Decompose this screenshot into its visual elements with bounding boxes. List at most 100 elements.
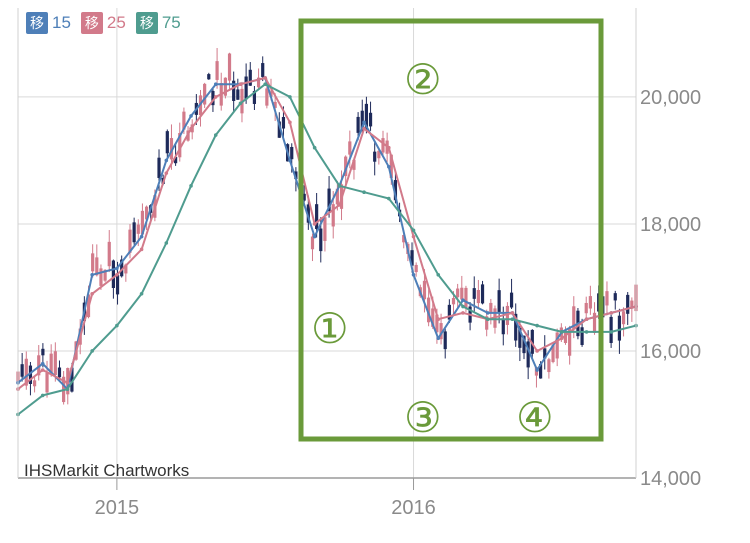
data-point-ma75 — [65, 387, 70, 391]
data-point-ma15 — [115, 266, 119, 271]
candle-body — [49, 353, 53, 373]
candle-body — [182, 111, 186, 130]
data-point-ma15 — [411, 272, 416, 277]
legend-value: 25 — [106, 13, 126, 32]
candle-body — [335, 188, 339, 205]
candle-body — [252, 91, 257, 104]
data-point-ma75 — [337, 184, 342, 188]
candle-body — [522, 335, 526, 354]
candle-body — [539, 363, 543, 379]
candle-body — [157, 157, 161, 178]
series-line-ma15 — [17, 76, 637, 391]
legend-value: 15 — [52, 13, 71, 32]
candle-body — [588, 296, 592, 309]
y-tick-label: 14,000 — [640, 468, 701, 490]
annotation-3: ③ — [404, 393, 442, 442]
data-point-ma25 — [115, 272, 119, 277]
candle-body — [223, 77, 227, 96]
data-point-ma75 — [485, 317, 490, 322]
candle-body — [509, 292, 514, 308]
candle-body — [526, 341, 530, 368]
x-tick-label: 2015 — [95, 497, 140, 519]
annotation-1: ① — [311, 304, 349, 353]
candle-body — [103, 269, 107, 281]
data-point-ma75 — [213, 133, 218, 137]
candle-body — [124, 264, 128, 274]
data-point-ma15 — [40, 361, 45, 366]
candle-body — [568, 327, 572, 356]
data-point-ma15 — [288, 158, 292, 163]
candle-body — [373, 151, 377, 162]
data-point-ma15 — [436, 336, 441, 341]
candle-body — [111, 260, 115, 288]
data-point-ma75 — [139, 292, 144, 296]
candle-body — [20, 364, 24, 377]
data-point-ma15 — [362, 120, 366, 125]
legend-item-ma25[interactable]: 移 25 — [80, 12, 126, 34]
candle-body — [207, 74, 211, 80]
candle-body — [128, 229, 132, 253]
candle-body — [99, 268, 103, 286]
candle-body — [294, 171, 298, 180]
candle-body — [248, 69, 252, 86]
candle-body — [315, 204, 319, 230]
watermark: IHSMarkit Chartworks — [24, 461, 190, 480]
legend-item-ma15[interactable]: 移 15 — [26, 12, 71, 34]
candle-body — [435, 314, 439, 333]
candle-body — [497, 290, 501, 312]
candle-body — [273, 101, 277, 108]
candle-body — [352, 159, 356, 170]
candle-body — [547, 359, 551, 373]
candle-body — [443, 331, 447, 350]
series-line-ma75 — [17, 83, 637, 416]
candle-body — [551, 345, 555, 363]
candle-body — [505, 305, 510, 325]
data-point-ma15 — [189, 114, 193, 118]
candle-body — [485, 316, 489, 330]
data-point-ma25 — [164, 171, 169, 175]
candle-body — [456, 288, 460, 298]
legend-item-ma75[interactable]: 移 75 — [135, 12, 181, 34]
candle-body — [41, 348, 45, 356]
candle-body — [323, 217, 327, 241]
data-point-ma15 — [485, 311, 490, 315]
data-point-ma15 — [164, 158, 169, 163]
data-point-ma25 — [238, 82, 243, 87]
candle-body — [414, 264, 418, 273]
data-point-ma75 — [40, 393, 45, 398]
data-point-ma15 — [461, 298, 465, 302]
data-point-ma25 — [139, 247, 144, 252]
candle-body — [605, 291, 609, 306]
candle-body — [617, 315, 622, 341]
highlight-frame — [298, 18, 604, 442]
data-point-ma25 — [535, 349, 539, 353]
candle-body — [227, 53, 232, 81]
data-point-ma15 — [213, 82, 218, 87]
data-point-ma15 — [139, 234, 144, 239]
legend-badge: 移 — [135, 12, 158, 34]
x-tick-label: 2016 — [391, 497, 436, 519]
data-point-ma25 — [337, 203, 342, 207]
candle-body — [306, 204, 310, 223]
legend: 移 15 移 25 移 75 — [26, 12, 181, 34]
candle-body — [70, 367, 74, 392]
candle-body — [256, 77, 261, 88]
data-point-ma25 — [65, 380, 70, 385]
candle-body — [489, 302, 493, 314]
candle-body — [348, 141, 352, 155]
candle-body — [203, 83, 207, 105]
data-point-ma15 — [535, 368, 539, 372]
candle-body — [302, 193, 306, 201]
candle-body — [592, 312, 597, 333]
data-point-ma75 — [436, 272, 441, 277]
candle-body — [609, 316, 613, 343]
data-point-ma75 — [164, 241, 169, 245]
candle-body — [402, 235, 406, 243]
data-point-ma25 — [90, 292, 94, 296]
candle-body — [555, 332, 559, 359]
candle-body — [310, 236, 315, 250]
candle-body — [120, 259, 124, 277]
candle-body — [95, 257, 99, 276]
candle-body — [327, 188, 331, 212]
candle-body — [37, 355, 41, 376]
